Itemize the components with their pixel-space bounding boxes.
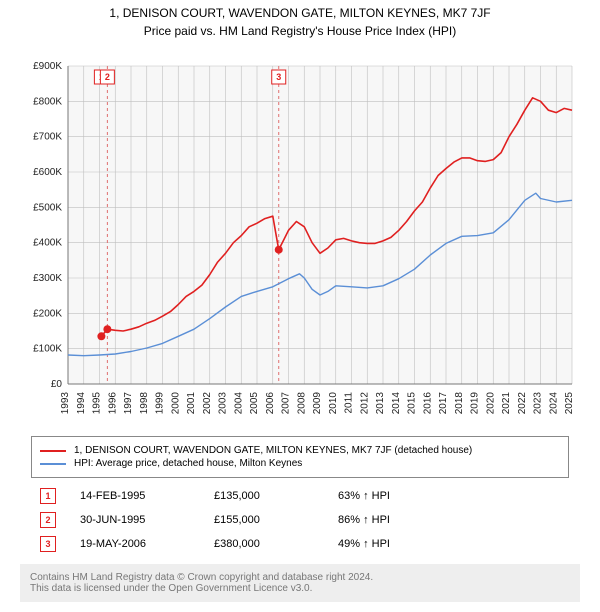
- svg-text:£300K: £300K: [33, 273, 62, 284]
- svg-text:2004: 2004: [233, 392, 244, 415]
- svg-text:2023: 2023: [533, 392, 544, 415]
- svg-text:1997: 1997: [123, 392, 134, 415]
- event-date: 30-JUN-1995: [80, 514, 190, 526]
- svg-text:2012: 2012: [359, 392, 370, 415]
- svg-text:1993: 1993: [60, 392, 71, 415]
- svg-text:2006: 2006: [265, 392, 276, 415]
- svg-text:2009: 2009: [312, 392, 323, 415]
- svg-text:1999: 1999: [155, 392, 166, 415]
- svg-text:£400K: £400K: [33, 238, 62, 249]
- svg-text:2: 2: [105, 72, 110, 82]
- event-marker-box: 3: [40, 536, 56, 552]
- title-subtitle: Price paid vs. HM Land Registry's House …: [4, 24, 596, 38]
- svg-text:2000: 2000: [170, 392, 181, 415]
- legend-swatch: [40, 450, 66, 452]
- event-date: 14-FEB-1995: [80, 490, 190, 502]
- event-row: 1 14-FEB-1995 £135,000 63% ↑ HPI: [40, 484, 560, 508]
- events-list: 1 14-FEB-1995 £135,000 63% ↑ HPI 2 30-JUN-199…: [40, 484, 560, 556]
- svg-text:£800K: £800K: [33, 96, 62, 107]
- svg-text:£700K: £700K: [33, 132, 62, 143]
- svg-text:2015: 2015: [407, 392, 418, 415]
- event-delta: 86% ↑ HPI: [338, 514, 448, 526]
- svg-text:2005: 2005: [249, 392, 260, 415]
- svg-text:2007: 2007: [281, 392, 292, 415]
- legend-swatch: [40, 463, 66, 465]
- footnote: Contains HM Land Registry data © Crown c…: [20, 564, 580, 602]
- legend-label: 1, DENISON COURT, WAVENDON GATE, MILTON …: [74, 445, 472, 456]
- page-root: 1, DENISON COURT, WAVENDON GATE, MILTON …: [0, 0, 600, 602]
- svg-text:1994: 1994: [76, 392, 87, 415]
- svg-text:2022: 2022: [517, 392, 528, 415]
- legend-label: HPI: Average price, detached house, Milt…: [74, 458, 302, 469]
- event-delta: 49% ↑ HPI: [338, 538, 448, 550]
- svg-text:2021: 2021: [501, 392, 512, 415]
- chart-svg: £0 £100K £200K £300K £400K £500K £600K £700K £80…: [20, 46, 580, 426]
- svg-text:2013: 2013: [375, 392, 386, 415]
- footnote-line2: This data is licensed under the Open Gov…: [30, 583, 570, 594]
- svg-text:2011: 2011: [344, 392, 355, 414]
- svg-text:1995: 1995: [92, 392, 103, 415]
- svg-text:2016: 2016: [422, 392, 433, 415]
- event-row: 3 19-MAY-2006 £380,000 49% ↑ HPI: [40, 532, 560, 556]
- svg-text:1998: 1998: [139, 392, 150, 415]
- svg-text:£900K: £900K: [33, 61, 62, 72]
- svg-text:2017: 2017: [438, 392, 449, 415]
- event-price: £135,000: [214, 490, 314, 502]
- svg-text:2018: 2018: [454, 392, 465, 415]
- svg-text:£600K: £600K: [33, 167, 62, 178]
- title-address: 1, DENISON COURT, WAVENDON GATE, MILTON …: [4, 6, 596, 20]
- event-price: £380,000: [214, 538, 314, 550]
- svg-text:2024: 2024: [548, 392, 559, 415]
- svg-text:2001: 2001: [186, 392, 197, 415]
- svg-text:2025: 2025: [564, 392, 575, 415]
- legend-item: HPI: Average price, detached house, Milt…: [40, 458, 560, 469]
- legend-item: 1, DENISON COURT, WAVENDON GATE, MILTON …: [40, 445, 560, 456]
- event-row: 2 30-JUN-1995 £155,000 86% ↑ HPI: [40, 508, 560, 532]
- event-marker-box: 2: [40, 512, 56, 528]
- svg-text:£100K: £100K: [33, 344, 62, 355]
- event-price: £155,000: [214, 514, 314, 526]
- event-delta: 63% ↑ HPI: [338, 490, 448, 502]
- legend: 1, DENISON COURT, WAVENDON GATE, MILTON …: [31, 436, 569, 478]
- svg-text:2003: 2003: [218, 392, 229, 415]
- svg-text:2008: 2008: [296, 392, 307, 415]
- svg-text:3: 3: [276, 72, 281, 82]
- svg-text:£200K: £200K: [33, 308, 62, 319]
- svg-text:£0: £0: [51, 379, 63, 390]
- svg-text:2019: 2019: [470, 392, 481, 415]
- svg-text:2002: 2002: [202, 392, 213, 415]
- svg-text:2020: 2020: [485, 392, 496, 415]
- titles-block: 1, DENISON COURT, WAVENDON GATE, MILTON …: [0, 0, 600, 46]
- event-marker-box: 1: [40, 488, 56, 504]
- chart: £0 £100K £200K £300K £400K £500K £600K £700K £80…: [20, 46, 580, 426]
- svg-text:1996: 1996: [107, 392, 118, 415]
- svg-text:2014: 2014: [391, 392, 402, 415]
- footnote-line1: Contains HM Land Registry data © Crown c…: [30, 572, 570, 583]
- svg-text:£500K: £500K: [33, 202, 62, 213]
- svg-text:2010: 2010: [328, 392, 339, 415]
- event-date: 19-MAY-2006: [80, 538, 190, 550]
